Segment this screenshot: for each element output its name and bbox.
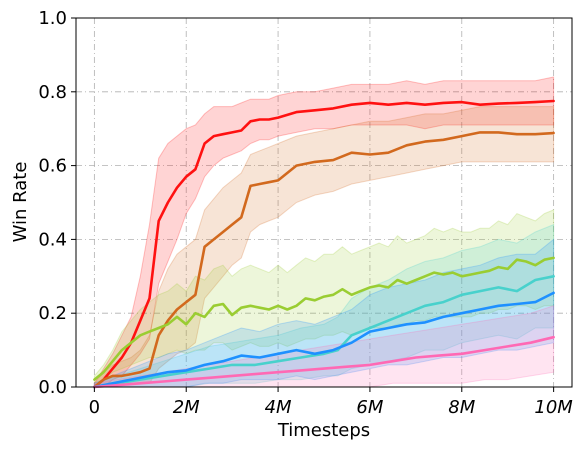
- x-tick-label: 8M: [448, 397, 475, 418]
- x-tick-label: 0: [89, 397, 100, 418]
- y-tick-label: 0.0: [38, 377, 67, 398]
- series-4-line: [93, 274, 555, 389]
- y-axis-title: Win Rate: [10, 162, 31, 243]
- grid-lines: [76, 17, 572, 388]
- series-lines: [93, 99, 555, 389]
- x-tick-label: 2M: [173, 397, 200, 418]
- y-tick-label: 0.8: [38, 82, 67, 103]
- series-5-band: [93, 238, 555, 388]
- y-tick-label: 0.2: [38, 303, 67, 324]
- series-6-line: [93, 335, 555, 389]
- x-tick-label: 4M: [265, 397, 292, 418]
- y-tick-label: 0.4: [38, 229, 67, 250]
- series-1-line: [93, 99, 555, 389]
- series-2-line: [93, 131, 555, 389]
- series-3-line: [93, 256, 555, 381]
- x-axis-ticks: 0 2M 4M 6M 8M 10M: [89, 387, 573, 418]
- x-tick-label: 10M: [534, 397, 573, 418]
- x-axis-title: Timesteps: [277, 420, 370, 441]
- y-tick-label: 0.6: [38, 156, 67, 177]
- series-4-band: [93, 223, 555, 388]
- y-axis-ticks: 0.0 0.2 0.4 0.6 0.8 1.0: [38, 8, 76, 398]
- y-tick-label: 1.0: [38, 8, 67, 29]
- plot-background: [76, 18, 572, 387]
- x-tick-label: 6M: [356, 397, 383, 418]
- series-2-band: [93, 106, 555, 388]
- series-5-line: [93, 291, 555, 389]
- plot-frame: [75, 17, 573, 388]
- series-1-band: [93, 76, 555, 388]
